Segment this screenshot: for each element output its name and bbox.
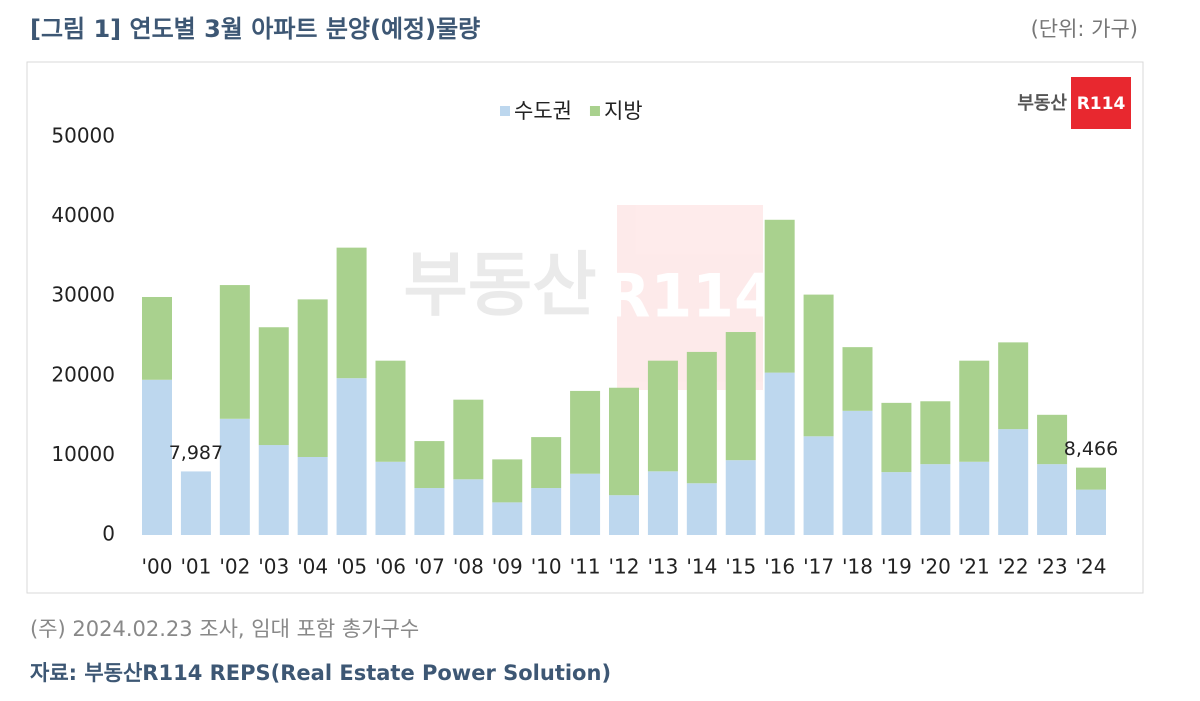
bar-segment <box>803 436 834 535</box>
x-tick-label: '24 <box>1076 555 1107 579</box>
bar-segment <box>336 247 367 379</box>
bar-segment <box>531 437 562 489</box>
watermark-text: 부동산 <box>403 244 596 326</box>
bar-segment <box>142 296 172 380</box>
bar-segment <box>414 488 445 535</box>
bar-segment <box>764 219 795 373</box>
bar-segment <box>570 390 601 474</box>
bar-segment <box>725 332 756 461</box>
logo-badge-text: R114 <box>1077 94 1126 114</box>
x-tick-label: '13 <box>647 555 678 579</box>
legend-label: 수도권 <box>514 99 572 123</box>
logo-text: 부동산 <box>1017 93 1067 114</box>
bar-segment <box>1037 464 1068 535</box>
value-label: 7,987 <box>169 442 223 464</box>
bar-segment <box>1037 414 1068 465</box>
x-tick-label: '02 <box>219 555 250 579</box>
y-tick-label: 0 <box>102 522 115 546</box>
bar-segment <box>998 429 1029 535</box>
x-tick-label: '15 <box>725 555 756 579</box>
bar-segment <box>297 456 328 535</box>
x-tick-label: '00 <box>142 555 173 579</box>
x-tick-label: '17 <box>803 555 834 579</box>
bar-segment <box>609 387 639 496</box>
bar-segment <box>492 502 523 535</box>
watermark-badge-text: R114 <box>604 262 775 332</box>
bar-segment <box>258 445 289 535</box>
bar-segment <box>219 285 250 419</box>
bar-segment <box>258 327 289 446</box>
bar-segment <box>375 360 406 462</box>
bar-segment <box>531 488 562 535</box>
bar-segment <box>881 402 912 473</box>
y-tick-label: 20000 <box>51 362 115 386</box>
legend-swatch <box>500 106 510 116</box>
bar-segment <box>570 473 601 535</box>
bar-segment <box>414 441 445 489</box>
x-tick-label: '08 <box>453 555 484 579</box>
x-tick-label: '01 <box>180 555 211 579</box>
x-tick-label: '10 <box>531 555 562 579</box>
bar-segment <box>336 378 367 535</box>
logo-badge <box>1071 77 1131 129</box>
x-tick-label: '12 <box>609 555 640 579</box>
x-tick-label: '22 <box>998 555 1029 579</box>
bar-segment <box>881 472 912 535</box>
bar-segment <box>920 464 951 535</box>
x-tick-label: '20 <box>920 555 951 579</box>
bar-segment <box>686 351 717 484</box>
legend-swatch <box>589 106 600 116</box>
y-tick-label: 30000 <box>51 283 115 307</box>
x-tick-label: '06 <box>375 555 406 579</box>
x-tick-label: '14 <box>686 555 717 579</box>
bar-segment <box>375 461 406 535</box>
x-tick-label: '16 <box>764 555 795 579</box>
source: 자료: 부동산R114 REPS(Real Estate Power Solut… <box>30 661 611 685</box>
chart-title: [그림 1] 연도별 3월 아파트 분양(예정)물량 <box>30 15 480 43</box>
bar-segment <box>842 410 873 535</box>
bar-segment <box>686 483 717 535</box>
bar-segment <box>647 471 678 535</box>
bar-segment <box>959 461 990 535</box>
bar-segment <box>297 299 328 457</box>
x-tick-label: '18 <box>842 555 873 579</box>
value-label: 8,466 <box>1064 438 1118 460</box>
bar-segment <box>453 399 484 480</box>
unit-label: (단위: 가구) <box>1031 17 1138 41</box>
x-tick-label: '19 <box>881 555 912 579</box>
bar-segment <box>453 479 484 535</box>
bar-segment <box>959 360 990 462</box>
x-tick-label: '05 <box>336 555 367 579</box>
bar-segment <box>492 459 523 503</box>
bar-segment <box>142 379 172 535</box>
legend-label: 지방 <box>604 99 643 123</box>
bar-segment <box>180 471 211 535</box>
x-tick-label: '03 <box>258 555 289 579</box>
bar-segment <box>1076 489 1106 535</box>
bar-segment <box>725 460 756 535</box>
bar-segment <box>920 401 951 465</box>
bar-segment <box>764 372 795 535</box>
x-tick-label: '21 <box>959 555 990 579</box>
bar-segment <box>647 360 678 472</box>
bar-segment <box>609 495 639 535</box>
note: (주) 2024.02.23 조사, 임대 포함 총가구수 <box>30 617 419 641</box>
x-tick-label: '11 <box>570 555 601 579</box>
bar-segment <box>1076 467 1106 490</box>
y-tick-label: 10000 <box>51 442 115 466</box>
x-tick-label: '23 <box>1037 555 1068 579</box>
bar-segment <box>998 342 1029 430</box>
bar-segment <box>803 294 834 437</box>
y-tick-label: 40000 <box>51 203 115 227</box>
x-tick-label: '07 <box>414 555 445 579</box>
bar-segment <box>219 418 250 535</box>
x-tick-label: '04 <box>297 555 328 579</box>
y-tick-label: 50000 <box>51 124 115 148</box>
bar-segment <box>842 347 873 411</box>
x-tick-label: '09 <box>492 555 523 579</box>
